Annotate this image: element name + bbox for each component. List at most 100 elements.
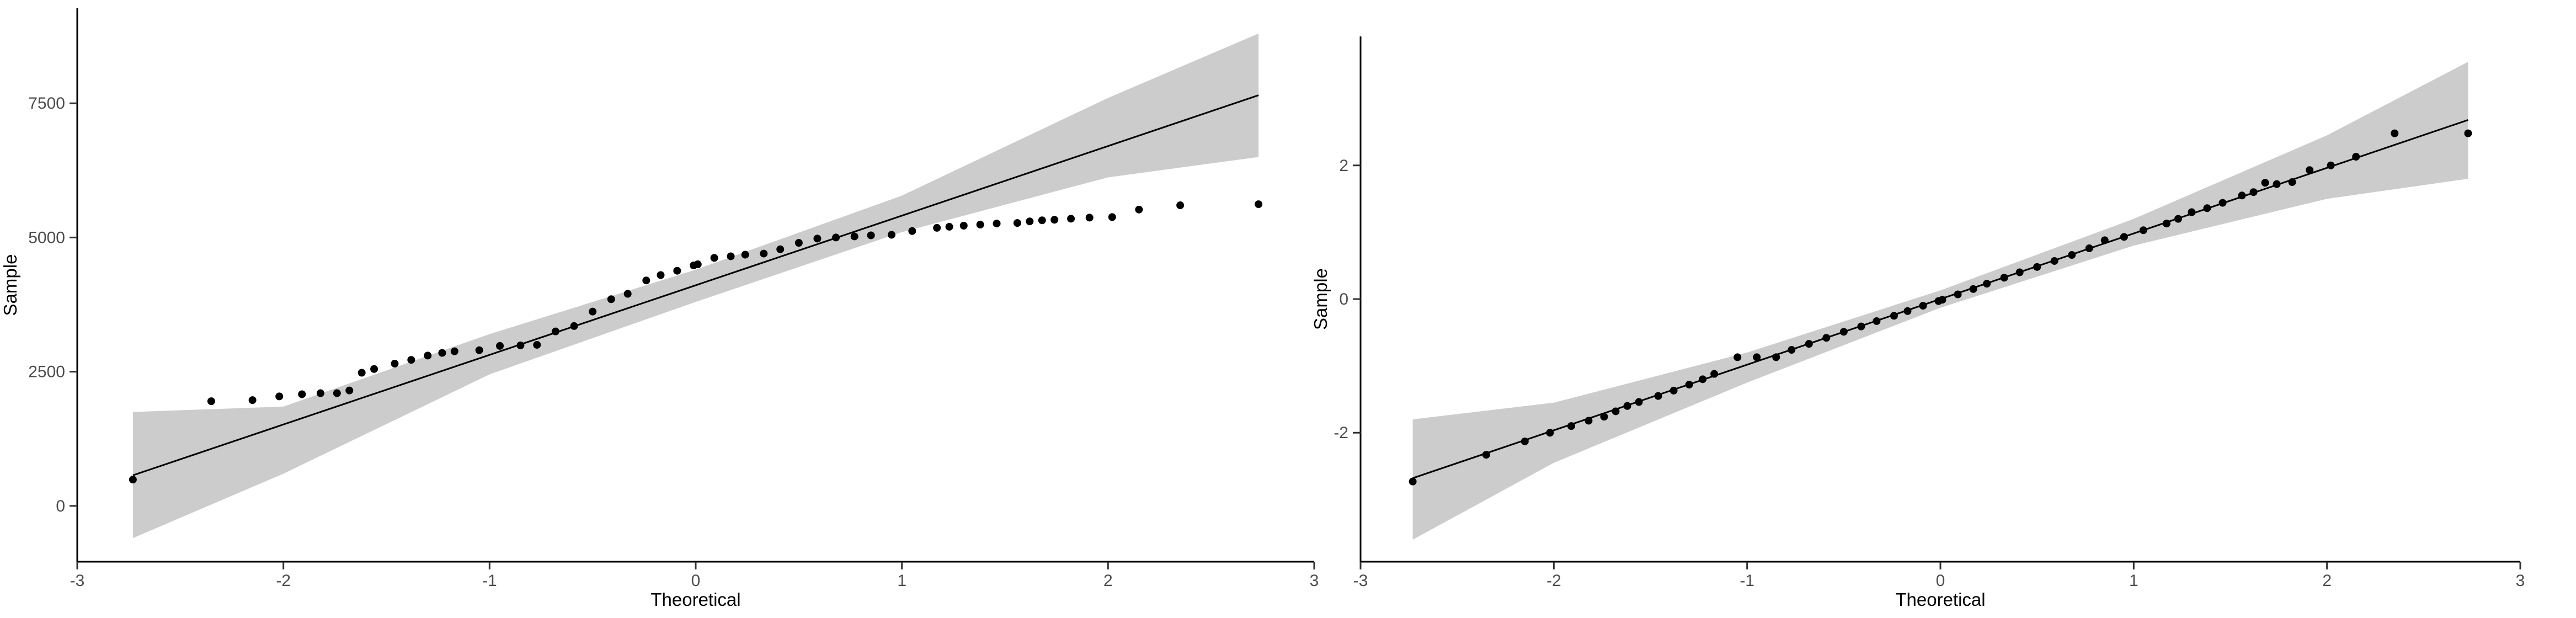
point [2050, 257, 2058, 265]
point [2120, 233, 2128, 241]
point [438, 349, 446, 357]
point [358, 369, 366, 377]
point [298, 390, 306, 398]
point [1685, 381, 1693, 389]
point [2015, 268, 2024, 276]
x-tick-label: 1 [897, 572, 906, 590]
reference-line [132, 94, 1259, 476]
point [993, 220, 1001, 228]
point [391, 360, 399, 368]
point [1903, 307, 1912, 315]
point [908, 227, 916, 235]
point [2327, 161, 2335, 169]
point [1969, 285, 1977, 293]
point [1753, 353, 1761, 361]
point [1255, 200, 1263, 209]
point [2352, 153, 2360, 161]
point [2085, 244, 2093, 252]
point [945, 222, 953, 231]
point [2464, 129, 2472, 137]
y-tick-label: 2500 [28, 363, 65, 381]
point [1873, 317, 1881, 325]
x-tick-label: 3 [2516, 572, 2525, 590]
point [1954, 290, 1962, 299]
y-tick-label: 0 [1339, 290, 1348, 308]
point [1839, 328, 1848, 336]
point [2261, 179, 2269, 187]
x-tick-label: 3 [1310, 572, 1319, 590]
point [1600, 413, 1608, 421]
y-tick-label: -2 [1334, 424, 1348, 442]
point [2218, 199, 2227, 207]
point [2306, 166, 2314, 174]
point [207, 397, 215, 406]
point [1654, 392, 1662, 400]
point [776, 245, 785, 253]
point [1085, 214, 1094, 222]
point [1585, 417, 1593, 425]
point [2188, 208, 2196, 216]
point [424, 351, 432, 360]
y-tick-label: 2 [1339, 157, 1348, 175]
point [867, 231, 875, 239]
point [516, 341, 525, 349]
x-axis-title: Theoretical [1895, 589, 1985, 610]
point [642, 276, 650, 285]
point [370, 365, 378, 373]
point [275, 392, 284, 401]
point [794, 239, 803, 247]
point [673, 267, 681, 275]
point [2203, 204, 2211, 212]
x-tick-label: -2 [1546, 572, 1561, 590]
point [933, 223, 941, 232]
point [1710, 370, 1719, 378]
y-tick-label: 7500 [28, 94, 65, 113]
point [1013, 219, 1021, 227]
point [2288, 178, 2296, 187]
point [589, 307, 597, 316]
point [976, 221, 984, 229]
point [2068, 251, 2076, 259]
point [1822, 334, 1831, 342]
point [333, 389, 341, 397]
point [2139, 226, 2147, 235]
point [496, 342, 504, 350]
point [2100, 236, 2109, 244]
point [316, 389, 324, 397]
point [1805, 340, 1813, 348]
point [710, 254, 718, 262]
point [1026, 217, 1034, 226]
point [2162, 220, 2170, 228]
point [345, 386, 354, 395]
point [1409, 477, 1417, 486]
point [1135, 205, 1143, 214]
point [407, 356, 415, 364]
point [1890, 312, 1898, 320]
x-tick-label: -1 [1740, 572, 1754, 590]
y-axis-title: Sample [1310, 268, 1331, 330]
point [2391, 129, 2399, 137]
point [1176, 201, 1185, 210]
point [551, 327, 559, 335]
point [1699, 375, 1707, 383]
point [1067, 215, 1075, 223]
x-tick-label: -3 [70, 572, 85, 590]
x-tick-label: -2 [276, 572, 291, 590]
point [607, 295, 615, 303]
point [1772, 353, 1780, 361]
y-tick-label: 5000 [28, 228, 65, 247]
point [1670, 386, 1678, 395]
point [1546, 429, 1554, 437]
point [657, 271, 665, 279]
point [760, 249, 768, 258]
point [248, 396, 257, 404]
point [2238, 191, 2246, 200]
point [1050, 216, 1059, 224]
point [623, 290, 632, 298]
point [1108, 213, 1116, 221]
x-tick-label: -1 [482, 572, 497, 590]
x-axis-title: Theoretical [650, 589, 740, 610]
point [2000, 274, 2008, 282]
